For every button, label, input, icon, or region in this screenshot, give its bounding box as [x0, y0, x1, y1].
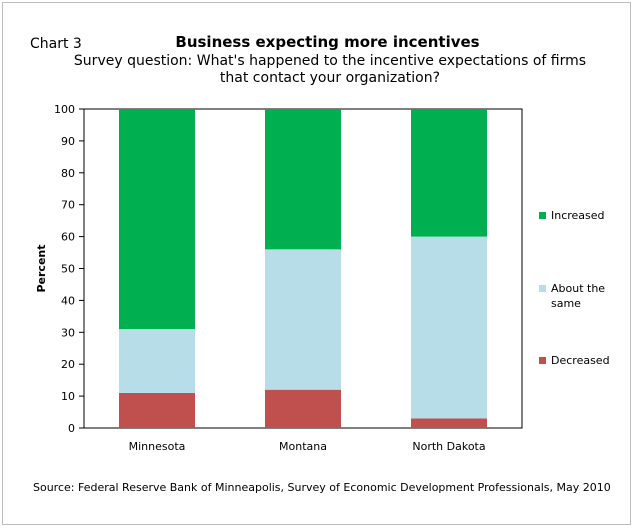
y-tick-label: 10 — [61, 390, 75, 403]
source-note: Source: Federal Reserve Bank of Minneapo… — [33, 481, 611, 494]
bar-increased — [119, 109, 195, 330]
x-tick-label: Montana — [279, 440, 327, 453]
legend-label: Decreased — [551, 354, 610, 367]
y-tick-label: 60 — [61, 231, 75, 244]
bar-about-the-same — [119, 329, 195, 393]
y-tick-label: 100 — [54, 103, 75, 116]
chart-title: Business expecting more incentives — [175, 33, 480, 51]
y-tick-label: 20 — [61, 358, 75, 371]
y-tick-label: 80 — [61, 167, 75, 180]
y-tick-label: 90 — [61, 135, 75, 148]
bar-decreased — [265, 389, 341, 428]
legend-label: About the same — [551, 282, 605, 310]
legend-swatch — [539, 285, 546, 292]
chart-label: Chart 3 — [30, 36, 82, 52]
y-tick-label: 50 — [61, 263, 75, 276]
legend-label: Increased — [551, 209, 605, 222]
x-tick-label: North Dakota — [412, 440, 485, 453]
y-tick-label: 70 — [61, 199, 75, 212]
bar-increased — [265, 109, 341, 250]
y-tick-label: 0 — [68, 422, 75, 435]
x-tick-label: Minnesota — [129, 440, 186, 453]
chart-subtitle: Survey question: What's happened to the … — [73, 53, 587, 86]
bar-decreased — [119, 392, 195, 428]
bar-about-the-same — [265, 249, 341, 390]
y-tick-label: 40 — [61, 294, 75, 307]
legend-swatch — [539, 357, 546, 364]
bar-about-the-same — [411, 236, 487, 419]
bar-increased — [411, 109, 487, 237]
y-tick-label: 30 — [61, 326, 75, 339]
legend-swatch — [539, 212, 546, 219]
y-axis-label: Percent — [35, 244, 48, 292]
bar-decreased — [411, 418, 487, 428]
